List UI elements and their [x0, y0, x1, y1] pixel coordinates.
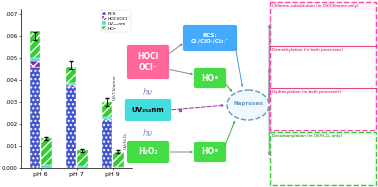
Text: Chlorine substitution (in UV/Chlorine only): Chlorine substitution (in UV/Chlorine on… — [272, 4, 359, 8]
Text: HO•: HO• — [201, 148, 219, 157]
Bar — [41, 139, 51, 165]
Text: Decarbonylation (in UV/H₂O₂ only): Decarbonylation (in UV/H₂O₂ only) — [272, 134, 342, 138]
Bar — [29, 67, 40, 168]
FancyBboxPatch shape — [272, 10, 374, 44]
FancyBboxPatch shape — [127, 140, 169, 163]
Bar — [65, 85, 76, 87]
Text: H₂O₂: H₂O₂ — [138, 148, 158, 157]
Bar — [102, 102, 112, 117]
Bar — [113, 151, 124, 167]
Ellipse shape — [227, 90, 269, 120]
Text: UV₂₅₄nm: UV₂₅₄nm — [132, 107, 164, 113]
FancyBboxPatch shape — [272, 92, 374, 130]
Text: hν: hν — [143, 128, 153, 137]
Text: Demethylation (in both processes): Demethylation (in both processes) — [272, 48, 343, 52]
Bar — [41, 165, 51, 168]
Text: HOCl
OCl⁻: HOCl OCl⁻ — [137, 52, 159, 72]
FancyBboxPatch shape — [127, 45, 169, 79]
Text: UV/Chlorine: UV/Chlorine — [113, 74, 117, 100]
Bar — [65, 67, 76, 83]
FancyBboxPatch shape — [270, 2, 376, 130]
Text: HO•: HO• — [201, 73, 219, 82]
Bar — [65, 87, 76, 168]
Text: Naproxen: Naproxen — [233, 100, 263, 105]
Bar — [77, 166, 88, 168]
FancyBboxPatch shape — [183, 24, 237, 51]
Text: RCS:
Cl·/ClO·/Cl₂·⁻: RCS: Cl·/ClO·/Cl₂·⁻ — [191, 33, 229, 43]
Bar — [102, 117, 112, 119]
FancyBboxPatch shape — [272, 50, 374, 86]
FancyBboxPatch shape — [194, 68, 226, 88]
Text: UV/H₂O₂: UV/H₂O₂ — [124, 132, 128, 149]
Bar — [29, 61, 40, 67]
FancyBboxPatch shape — [272, 138, 374, 182]
Bar — [29, 58, 40, 61]
Bar — [29, 31, 40, 58]
Text: hν: hν — [143, 88, 153, 96]
Bar — [102, 119, 112, 120]
FancyBboxPatch shape — [124, 99, 172, 122]
Bar — [65, 83, 76, 85]
Bar — [77, 150, 88, 166]
Bar — [113, 167, 124, 168]
Bar — [102, 120, 112, 168]
FancyBboxPatch shape — [194, 142, 226, 163]
Legend: RCS, HOCl/OCl⁻, UV₂₅₄nm, HO•: RCS, HOCl/OCl⁻, UV₂₅₄nm, HO• — [101, 10, 132, 32]
FancyBboxPatch shape — [270, 132, 376, 185]
Text: Hydroxylation (in both processes): Hydroxylation (in both processes) — [272, 90, 341, 94]
